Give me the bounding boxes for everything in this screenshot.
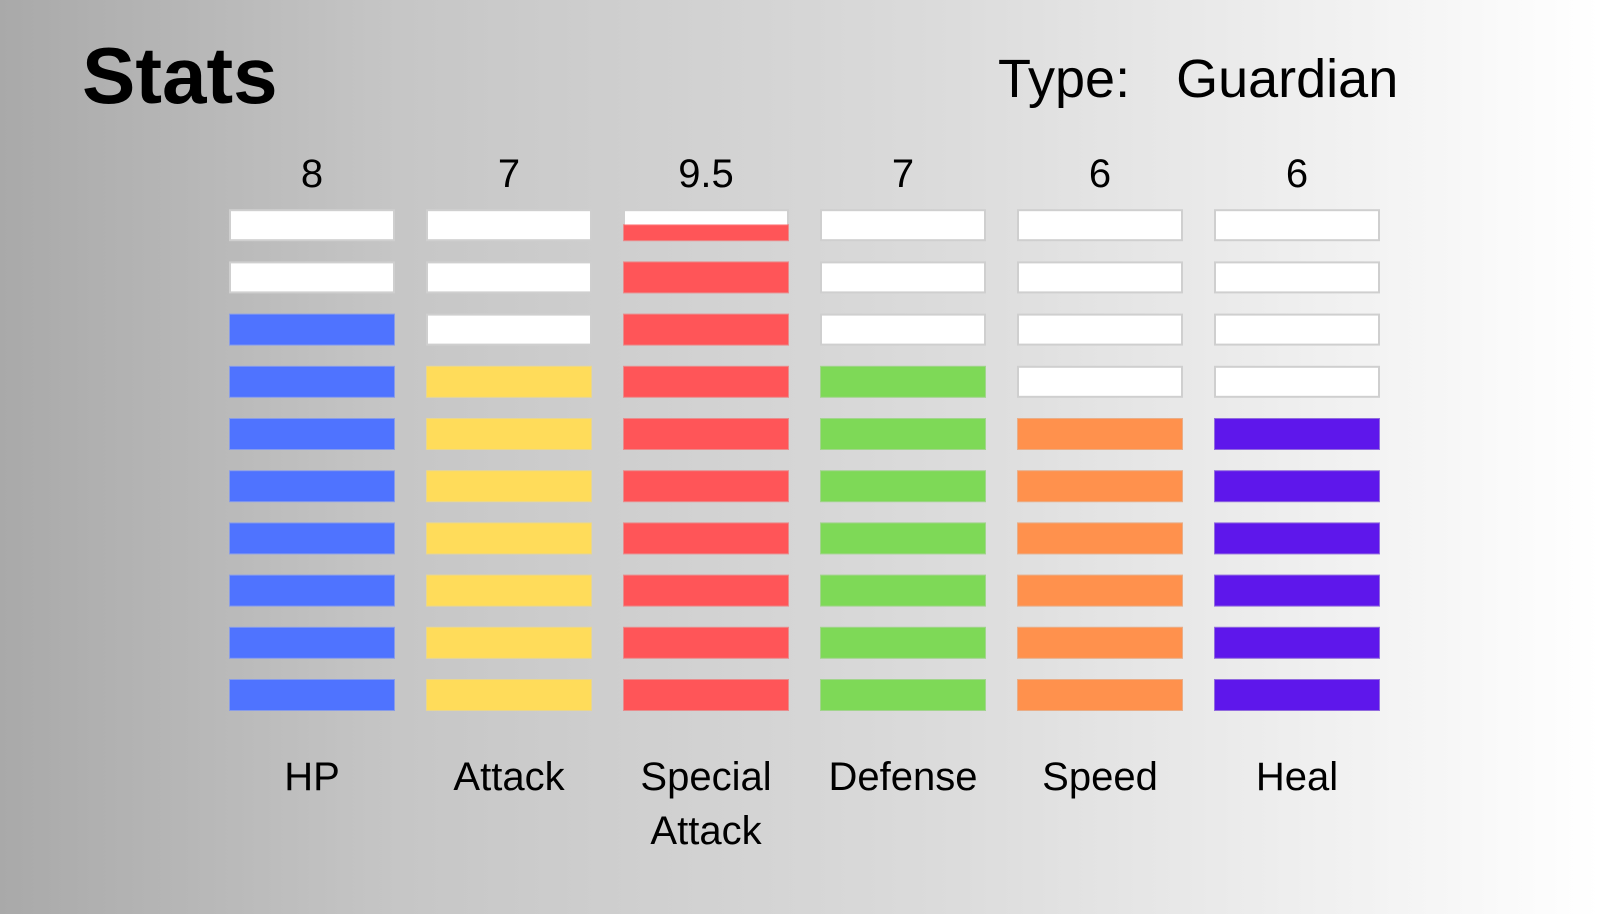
stat-segment bbox=[820, 626, 986, 659]
stat-segment bbox=[623, 261, 789, 294]
stat-value-label: 6 bbox=[1286, 152, 1308, 196]
stat-category-label: Special Attack bbox=[640, 755, 771, 853]
type-label: Type: bbox=[998, 49, 1131, 109]
stat-segment bbox=[623, 313, 789, 346]
stat-category-label: Heal bbox=[1256, 755, 1338, 799]
stat-segment bbox=[229, 313, 395, 346]
stat-segment bbox=[229, 626, 395, 659]
stat-segment bbox=[426, 209, 592, 242]
stat-segment bbox=[229, 209, 395, 242]
stat-category-label: Defense bbox=[829, 755, 978, 799]
stat-segment bbox=[820, 365, 986, 398]
stat-category-label: HP bbox=[284, 755, 340, 799]
stat-segment bbox=[229, 418, 395, 450]
stat-segment bbox=[623, 470, 789, 503]
stat-segment bbox=[623, 365, 789, 398]
stat-segment bbox=[426, 418, 592, 450]
stat-segment bbox=[820, 418, 986, 450]
stat-segment bbox=[820, 209, 986, 242]
stat-column-special-attack: 9.5 Special Attack bbox=[623, 152, 789, 853]
stat-segment bbox=[1214, 626, 1380, 659]
stat-segment bbox=[820, 522, 986, 555]
stat-segment bbox=[623, 626, 789, 659]
stat-segment bbox=[1017, 313, 1183, 346]
stat-segment bbox=[1214, 522, 1380, 555]
stat-segment bbox=[229, 470, 395, 503]
stat-segment bbox=[1214, 209, 1380, 242]
stat-segment bbox=[1214, 261, 1380, 294]
type-indicator: Type: Guardian bbox=[998, 52, 1398, 106]
stat-segment bbox=[1017, 679, 1183, 711]
stat-segment bbox=[1017, 209, 1183, 242]
stat-segment bbox=[623, 574, 789, 607]
stat-segment bbox=[229, 522, 395, 555]
stat-segment bbox=[1017, 365, 1183, 398]
stat-value-label: 7 bbox=[892, 152, 914, 196]
stat-segment bbox=[623, 418, 789, 450]
stat-segment bbox=[623, 209, 789, 242]
stat-value-label: 7 bbox=[498, 152, 520, 196]
stat-segment bbox=[426, 365, 592, 398]
stat-segment bbox=[820, 313, 986, 346]
stat-segment bbox=[1017, 574, 1183, 607]
stat-segment bbox=[426, 626, 592, 659]
stat-segment bbox=[623, 679, 789, 711]
stat-segment bbox=[229, 365, 395, 398]
stat-value-label: 9.5 bbox=[678, 152, 734, 196]
stat-segment bbox=[229, 574, 395, 607]
stat-column-hp: 8 HP bbox=[229, 152, 395, 799]
stat-column-defense: 7 Defense bbox=[820, 152, 986, 799]
stat-segment bbox=[820, 679, 986, 711]
stat-segment bbox=[229, 679, 395, 711]
stat-value-label: 6 bbox=[1089, 152, 1111, 196]
stat-segment bbox=[1017, 418, 1183, 450]
stat-segment bbox=[229, 261, 395, 294]
stat-segment bbox=[1214, 679, 1380, 711]
stat-segment bbox=[1214, 313, 1380, 346]
stat-column-heal: 6 Heal bbox=[1214, 152, 1380, 799]
stat-column-speed: 6 Speed bbox=[1017, 152, 1183, 799]
stat-segment bbox=[623, 522, 789, 555]
stat-category-label: Attack bbox=[453, 755, 565, 799]
stat-segment bbox=[426, 522, 592, 555]
stat-segment bbox=[1214, 418, 1380, 450]
stat-segment bbox=[426, 470, 592, 503]
stat-segment bbox=[1214, 470, 1380, 503]
stat-segment bbox=[426, 679, 592, 711]
type-value: Guardian bbox=[1176, 49, 1399, 109]
stat-segment bbox=[426, 313, 592, 346]
stat-column-attack: 7 Attack bbox=[426, 152, 592, 799]
stat-segment bbox=[426, 574, 592, 607]
stat-segment bbox=[820, 574, 986, 607]
page-title: Stats bbox=[82, 31, 278, 120]
stat-segment bbox=[820, 261, 986, 294]
stat-segment bbox=[820, 470, 986, 503]
stat-value-label: 8 bbox=[301, 152, 323, 196]
stat-segment bbox=[1214, 365, 1380, 398]
stat-category-label: Speed bbox=[1042, 755, 1158, 799]
stat-segment bbox=[1017, 522, 1183, 555]
stat-segment bbox=[1017, 470, 1183, 503]
stat-segment bbox=[1214, 574, 1380, 607]
stat-segment bbox=[1017, 626, 1183, 659]
stat-segment bbox=[1017, 261, 1183, 294]
stat-segment bbox=[426, 261, 592, 294]
